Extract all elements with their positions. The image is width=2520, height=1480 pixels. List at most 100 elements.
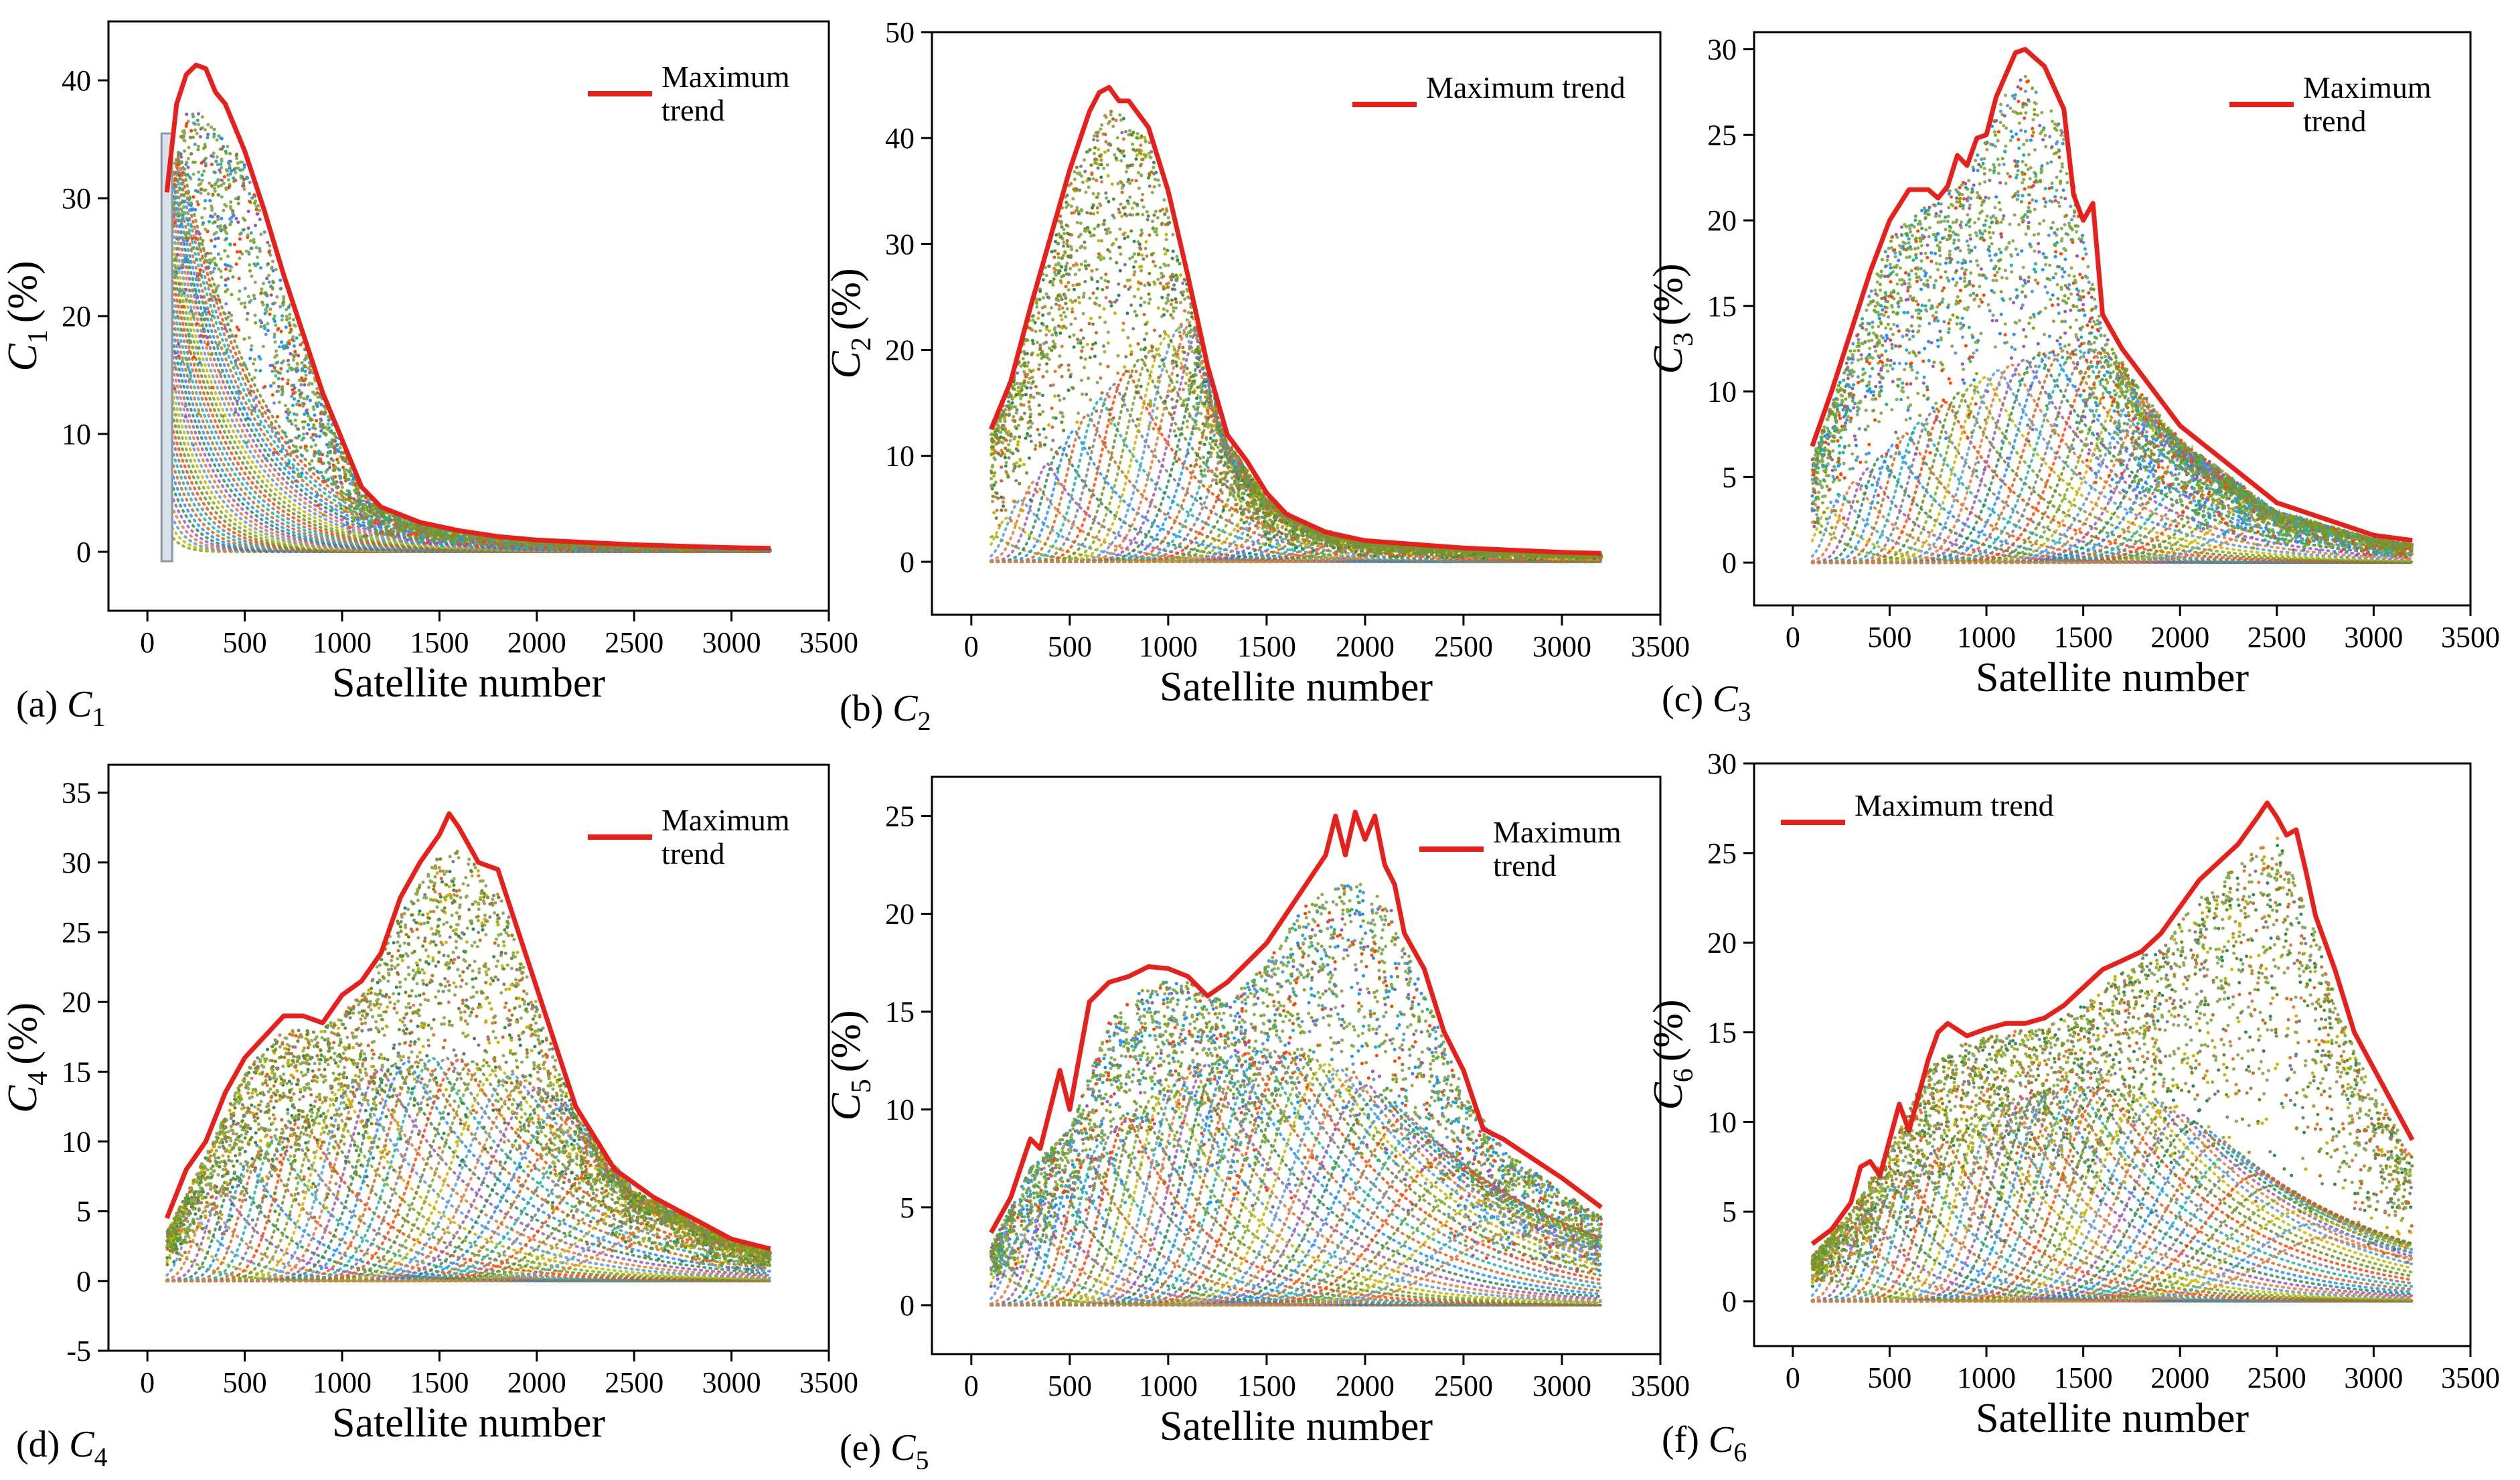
- y-tick-label: 15: [62, 1055, 91, 1088]
- scatter-curve: [1810, 1222, 2414, 1303]
- scatter-curve: [990, 1076, 1602, 1307]
- x-tick-label: 0: [964, 630, 979, 663]
- scatter-curve: [1810, 391, 2414, 565]
- y-tick-label: 15: [1707, 1017, 1737, 1049]
- x-tick-label: 1000: [313, 1366, 372, 1399]
- scatter-curve: [1810, 1113, 2414, 1303]
- scatter-series: [165, 112, 772, 553]
- x-tick-label: 2500: [1434, 630, 1493, 663]
- chart-panel-b: 0 500 1000 1500 2000 2500 3000 3500 0 10 20 30 40 50 S…: [823, 16, 1690, 736]
- scatter-series: [989, 883, 1603, 1307]
- y-axis-unit: (%): [1646, 263, 1691, 325]
- legend-label: Maximum: [661, 60, 790, 94]
- plot-frame: [1753, 762, 2472, 1347]
- scatter-curve: [1810, 1149, 2414, 1303]
- y-axis-sub: 6: [1668, 1068, 1699, 1082]
- x-tick-label: 2500: [605, 1366, 663, 1399]
- y-axis-var: C: [823, 351, 869, 379]
- y-tick-label: 0: [1722, 1285, 1737, 1318]
- y-axis-unit: (%): [0, 261, 46, 323]
- scatter-curve: [990, 1127, 1602, 1307]
- y-axis-unit: (%): [0, 1003, 46, 1065]
- scatter-curve: [165, 1080, 771, 1282]
- y-tick-label: 30: [62, 182, 91, 215]
- y-tick-label: 30: [1707, 747, 1737, 780]
- scatter-curve: [169, 332, 771, 553]
- y-axis-sub: 4: [23, 1071, 54, 1086]
- caption-sub: 2: [918, 706, 931, 736]
- scatter-curve: [1810, 382, 2414, 565]
- scatter-curve: [990, 1093, 1602, 1307]
- scatter-speckle: [991, 884, 1603, 1277]
- scatter-series: [1810, 74, 2414, 565]
- y-tick-label: 35: [62, 777, 91, 810]
- scatter-curve: [990, 429, 1602, 563]
- y-axis-sub: 2: [846, 337, 877, 351]
- scatter-curve: [165, 1056, 771, 1282]
- scatter-curve: [1810, 349, 2414, 565]
- scatter-curve: [1810, 1086, 2414, 1303]
- scatter-curve: [1810, 1085, 2414, 1303]
- x-tick-label: 500: [223, 1366, 267, 1399]
- x-axis-label: Satellite number: [1976, 655, 2249, 700]
- caption-letter: (c): [1662, 678, 1703, 720]
- x-tick-label: 0: [1786, 1361, 1800, 1394]
- scatter-curve: [1810, 1236, 2414, 1303]
- scatter-curve: [990, 1231, 1602, 1307]
- x-tick-label: 1000: [313, 626, 372, 659]
- legend-label-line2: trend: [661, 93, 725, 127]
- y-tick-label: 0: [1722, 546, 1737, 579]
- y-tick-label: 30: [62, 846, 91, 879]
- scatter-curve: [1810, 385, 2414, 565]
- legend-label: Maximum: [2303, 70, 2432, 104]
- y-tick-label: 20: [885, 334, 915, 367]
- panel-caption: (b) C2: [840, 688, 931, 736]
- caption-sub: 3: [1738, 696, 1751, 727]
- scatter-curve: [165, 1057, 771, 1282]
- x-tick-label: 3000: [2344, 621, 2403, 654]
- y-axis-sub: 1: [23, 329, 54, 344]
- y-tick-label: 20: [885, 898, 915, 931]
- x-tick-label: 0: [140, 626, 155, 659]
- scatter-curve: [165, 1104, 771, 1282]
- x-tick-label: 3000: [1532, 630, 1591, 663]
- y-axis-unit: (%): [1646, 999, 1691, 1061]
- y-tick-label: 10: [62, 1126, 91, 1159]
- scatter-curve: [169, 344, 771, 553]
- y-tick-label: 0: [900, 1289, 915, 1322]
- y-axis-unit: (%): [823, 268, 869, 330]
- x-tick-label: 0: [140, 1366, 155, 1399]
- x-axis-label: Satellite number: [1160, 1404, 1433, 1449]
- y-axis-label: C1 (%): [0, 261, 54, 371]
- caption-letter: (f): [1662, 1419, 1699, 1461]
- chart-panel-f: 0 500 1000 1500 2000 2500 3000 3500 0 5 10 15 20 25 30…: [1646, 747, 2500, 1467]
- x-tick-label: 3500: [2441, 621, 2500, 654]
- y-axis-var: C: [823, 1093, 869, 1121]
- caption-sub: 4: [94, 1442, 108, 1472]
- scatter-curve: [1810, 1223, 2414, 1303]
- maximum-trend-line: [1810, 800, 2415, 1246]
- scatter-curve: [1810, 431, 2414, 565]
- x-tick-label: 500: [223, 626, 267, 659]
- x-tick-label: 1000: [1957, 621, 2016, 654]
- legend-label: Maximum trend: [1855, 788, 2054, 822]
- x-tick-label: 1500: [1237, 630, 1296, 663]
- y-tick-label: 40: [62, 64, 91, 97]
- scatter-series: [1810, 836, 2414, 1303]
- x-tick-label: 500: [1867, 1361, 1911, 1394]
- y-tick-label: 20: [62, 986, 91, 1019]
- y-tick-label: 25: [885, 800, 915, 832]
- scatter-speckle: [1810, 852, 2414, 1281]
- scatter-curve: [1810, 1106, 2414, 1303]
- caption-var: C: [890, 1427, 916, 1469]
- scatter-curve: [165, 1086, 771, 1282]
- scatter-speckle: [989, 883, 1603, 1276]
- x-tick-label: 2000: [507, 1366, 566, 1399]
- y-tick-label: 10: [1707, 376, 1737, 409]
- x-tick-label: 1500: [1237, 1370, 1296, 1402]
- scatter-curve: [1810, 1130, 2414, 1303]
- x-tick-label: 3000: [1532, 1370, 1591, 1402]
- caption-letter: (b): [840, 688, 883, 729]
